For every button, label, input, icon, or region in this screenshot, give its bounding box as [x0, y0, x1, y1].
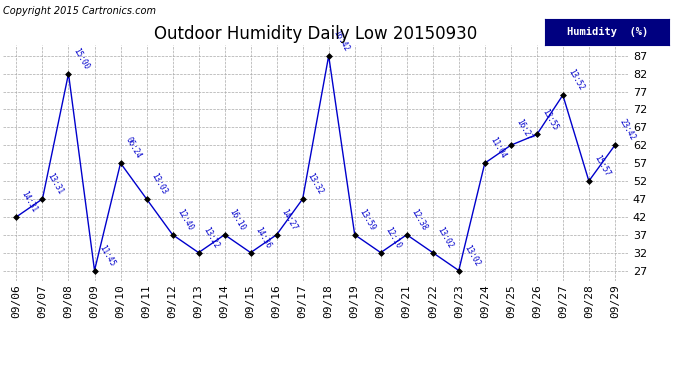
Text: 14:27: 14:27	[279, 207, 299, 232]
Text: Humidity  (%): Humidity (%)	[566, 27, 648, 37]
Text: 14:31: 14:31	[19, 189, 39, 214]
Text: 12:10: 12:10	[384, 225, 403, 250]
Text: 13:02: 13:02	[436, 225, 455, 250]
Title: Outdoor Humidity Daily Low 20150930: Outdoor Humidity Daily Low 20150930	[154, 26, 477, 44]
Text: 16:27: 16:27	[514, 118, 533, 142]
Text: 14:36: 14:36	[254, 225, 273, 250]
Text: 13:03: 13:03	[150, 171, 169, 196]
Text: 13:32: 13:32	[306, 171, 325, 196]
Text: 15:57: 15:57	[592, 154, 611, 178]
Text: 13:02: 13:02	[462, 243, 481, 268]
Text: Copyright 2015 Cartronics.com: Copyright 2015 Cartronics.com	[3, 6, 157, 16]
Text: 06:24: 06:24	[124, 136, 143, 160]
Text: 12:40: 12:40	[176, 207, 195, 232]
Text: 16:42: 16:42	[332, 28, 351, 53]
Text: 13:55: 13:55	[540, 107, 560, 132]
Text: 13:31: 13:31	[46, 171, 65, 196]
Text: 16:10: 16:10	[228, 207, 247, 232]
Text: 23:42: 23:42	[618, 118, 638, 142]
Text: 11:04: 11:04	[488, 136, 507, 160]
Text: 15:00: 15:00	[72, 46, 91, 71]
Text: 13:52: 13:52	[566, 68, 585, 92]
Text: 13:59: 13:59	[358, 207, 377, 232]
Text: 11:45: 11:45	[98, 243, 117, 268]
Text: 13:22: 13:22	[201, 225, 221, 250]
Text: 12:38: 12:38	[410, 207, 429, 232]
